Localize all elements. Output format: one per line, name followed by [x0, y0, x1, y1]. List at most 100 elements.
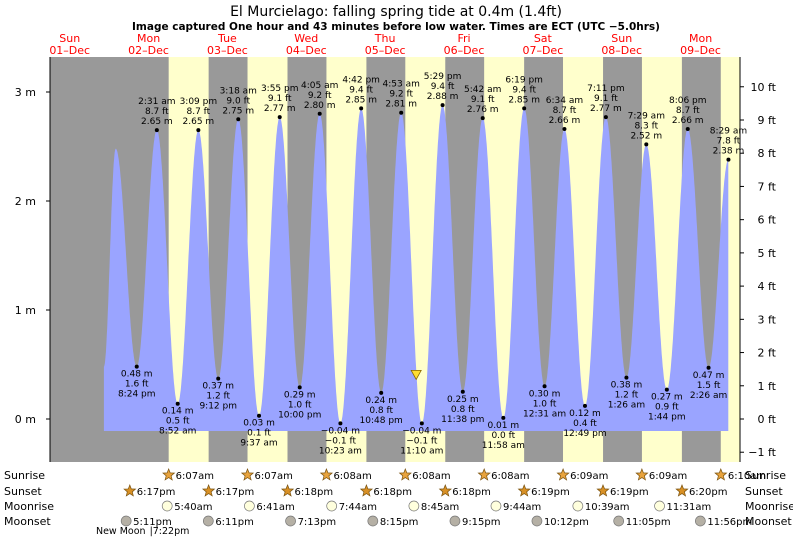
tide-point	[562, 127, 567, 132]
moonrise-icon	[326, 500, 338, 512]
moonset-icon	[449, 515, 461, 527]
tide-point	[338, 421, 343, 426]
day-date: 07–Dec	[522, 44, 563, 57]
tide-label: 1.2 ft	[206, 392, 230, 402]
tide-label: 7:29 am	[628, 111, 665, 121]
tide-label: −0.04 m	[402, 426, 441, 436]
day-date: 03–Dec	[207, 44, 248, 57]
tide-label: 8.7 ft	[186, 107, 210, 117]
sunset-time: 6:18pm	[373, 487, 412, 498]
tide-label: 2.77 m	[590, 104, 622, 114]
day-date: 02–Dec	[128, 44, 169, 57]
tide-label: 1:44 pm	[648, 413, 686, 423]
moonset-time: 11:05pm	[626, 517, 671, 528]
tide-point	[603, 115, 608, 120]
tide-label: 8.7 ft	[553, 106, 577, 116]
tide-point	[644, 142, 649, 147]
moonrise-time: 9:44am	[503, 502, 541, 513]
tide-label: 2.81 m	[385, 100, 417, 110]
tide-label: 5:42 am	[464, 85, 501, 95]
tide-label: 6:19 pm	[505, 75, 543, 85]
tide-label: 9.4 ft	[512, 85, 536, 95]
tide-point	[257, 413, 262, 418]
day-name: Mon	[689, 32, 712, 45]
moonset-icon	[285, 515, 296, 527]
tide-label: 3:09 pm	[180, 97, 218, 107]
moonset-icon	[695, 515, 706, 527]
tide-label: 8.7 ft	[145, 107, 169, 117]
day-name: Tue	[217, 32, 237, 45]
day-name: Sat	[534, 32, 553, 45]
left-tick-label: 2 m	[15, 195, 36, 208]
moonset-time: 11:56pm	[707, 517, 752, 528]
sunset-icon	[359, 484, 374, 497]
moonrise-time: 11:31am	[667, 502, 712, 513]
tide-label: 1:26 am	[608, 401, 645, 411]
tide-label: 0.14 m	[162, 407, 194, 417]
sunrise-time: 6:08am	[491, 471, 529, 482]
tide-label: 4:42 pm	[342, 75, 380, 85]
chart-subtitle: Image captured One hour and 43 minutes b…	[132, 21, 660, 33]
tide-point	[236, 117, 241, 122]
sunrise-row-label-left: Sunrise	[4, 469, 45, 482]
tide-label: 10:23 am	[319, 446, 362, 456]
right-tick-label: 1 ft	[758, 380, 777, 393]
day-name: Fri	[457, 32, 470, 45]
new-moon-label: New Moon	[96, 526, 146, 537]
tide-label: 3:18 am	[220, 86, 257, 96]
right-tick-label: 3 ft	[758, 313, 777, 326]
tide-label: 0.5 ft	[166, 417, 190, 427]
tide-label: 0.8 ft	[451, 405, 475, 415]
tide-label: 0.01 m	[487, 421, 519, 431]
tide-label: 12:49 pm	[563, 429, 606, 439]
tide-label: 3:55 pm	[261, 84, 299, 94]
tide-label: 1.0 ft	[288, 400, 312, 410]
tide-label: 2.80 m	[304, 101, 336, 111]
right-tick-label: 8 ft	[758, 147, 777, 160]
right-tick-label: 7 ft	[758, 180, 777, 193]
tide-label: 0.37 m	[202, 382, 234, 392]
tide-point	[624, 375, 629, 380]
sunset-time: 6:18pm	[295, 487, 334, 498]
tide-label: 9.1 ft	[471, 95, 495, 105]
tide-point	[419, 421, 424, 426]
right-tick-label: 9 ft	[758, 114, 777, 127]
moonset-time: 9:15pm	[462, 517, 501, 528]
sunrise-row-label-right: Sunrise	[745, 469, 786, 482]
tide-label: 8:29 am	[710, 127, 747, 137]
tide-point	[216, 376, 221, 381]
tide-label: 0.03 m	[243, 419, 275, 429]
tide-point	[726, 157, 731, 162]
tide-label: 0.9 ft	[655, 403, 679, 413]
right-tick-label: 5 ft	[758, 247, 777, 260]
left-tick-label: 0 m	[15, 413, 36, 426]
day-name: Sun	[59, 32, 80, 45]
tide-point	[277, 115, 282, 120]
tide-label: −0.04 m	[321, 426, 360, 436]
sunrise-icon	[556, 468, 570, 481]
moonset-row-label-left: Moonset	[4, 515, 51, 528]
sunset-icon	[596, 484, 610, 497]
sunrise-time: 6:09am	[570, 471, 608, 482]
day-name: Mon	[137, 32, 160, 45]
right-tick-label: −1 ft	[748, 446, 776, 459]
moonrise-icon	[490, 500, 502, 512]
sunrise-icon	[398, 468, 412, 481]
moonset-time: 6:11pm	[215, 517, 254, 528]
tide-point	[154, 128, 159, 133]
sunrise-icon	[477, 468, 491, 481]
moonrise-icon	[161, 500, 173, 512]
tide-label: 2.66 m	[672, 116, 704, 126]
sunset-row-label-left: Sunset	[4, 485, 42, 498]
sunset-time: 6:17pm	[137, 487, 176, 498]
tide-point	[664, 387, 669, 392]
sunset-row-label-right: Sunset	[745, 485, 783, 498]
tide-label: 8:06 pm	[669, 96, 707, 106]
tide-label: 7:11 pm	[587, 84, 625, 94]
tide-point	[501, 415, 506, 420]
moonrise-time: 10:39am	[585, 502, 630, 513]
tide-label: 4:53 am	[383, 80, 420, 90]
tide-label: 8.7 ft	[676, 106, 700, 116]
tide-label: 9.4 ft	[431, 82, 455, 92]
